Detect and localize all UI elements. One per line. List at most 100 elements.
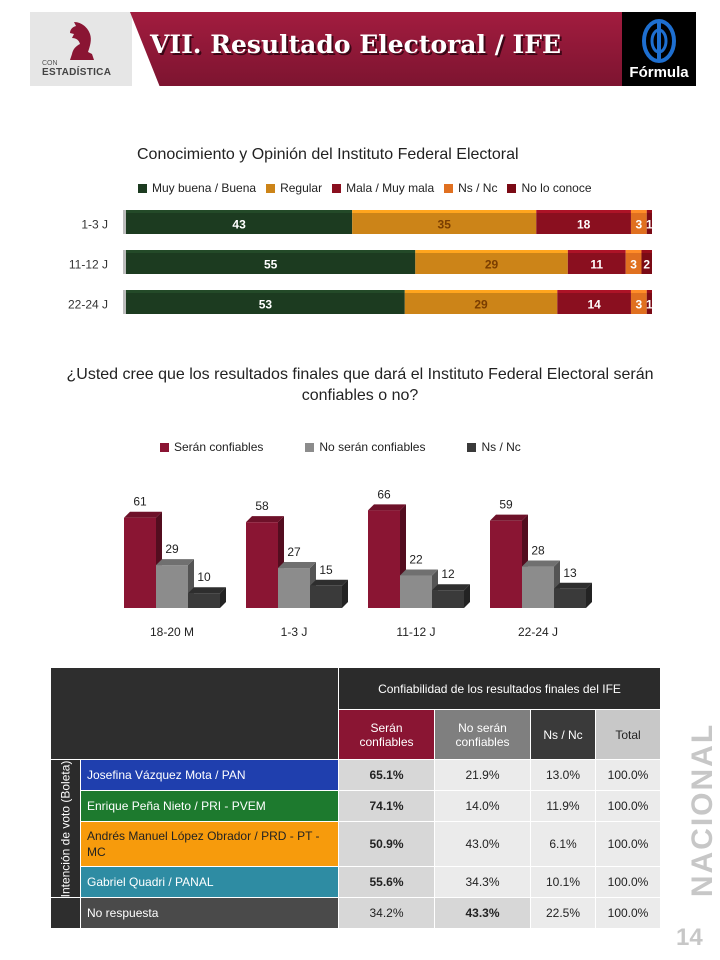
chart2-bar-top (310, 579, 348, 586)
chart1-bar (352, 213, 537, 234)
table-cell: 43.3% (434, 897, 531, 929)
chart2-bar (124, 517, 156, 608)
legend-swatch (332, 183, 342, 193)
chart2-bar-top (246, 516, 284, 523)
confidence-table: Confiabilidad de los resultados finales … (50, 667, 661, 929)
chart2-value-label: 22 (409, 552, 423, 566)
chart2-bar (490, 520, 522, 608)
table-cell: 65.1% (338, 759, 435, 791)
legend-swatch (266, 183, 276, 193)
legend-item: No serán confiables (305, 440, 425, 454)
legend-label: Ns / Nc (481, 440, 521, 454)
chart2-bar-top (554, 582, 592, 589)
chart2-bar-top (156, 559, 194, 566)
chart1-bar-top (630, 290, 647, 293)
chart2-bar (156, 565, 188, 608)
chart1-value-label: 29 (485, 258, 499, 272)
chart2-bar (554, 588, 586, 608)
col-header-confiables: Serán confiables (338, 709, 435, 760)
chart1-bar (126, 293, 405, 314)
conestadistica-logo: CON ESTADÍSTICA (30, 12, 132, 86)
page-title: VII. Resultado Electoral / IFE (150, 30, 562, 59)
row-group-label: Intención de voto (Boleta) (50, 759, 81, 898)
legend-swatch (444, 183, 454, 193)
legend-swatch (507, 183, 517, 193)
chart2-category-label: 1-3 J (281, 625, 308, 639)
chart1-bar (641, 253, 652, 274)
table-cell: 11.9% (530, 790, 596, 822)
chart2-legend: Serán confiables No serán confiables Ns / … (160, 440, 563, 454)
chart1-value-label: 18 (577, 218, 591, 232)
legend-item: Regular (266, 181, 322, 195)
legend-item: No lo conoce (507, 181, 592, 195)
chart1-bar-top (625, 250, 642, 253)
col-header-total: Total (595, 709, 661, 760)
chart1-value-label: 3 (636, 298, 643, 312)
legend-label: No lo conoce (521, 181, 592, 195)
table-cell: 14.0% (434, 790, 531, 822)
legend-item: Ns / Nc (444, 181, 497, 195)
chart2-bar-side (342, 579, 348, 608)
chart2-bar-top (368, 504, 406, 511)
chart1-bar (557, 293, 631, 314)
chart1-bar-top (646, 210, 652, 213)
legend-swatch (467, 442, 477, 452)
table-row-spacer (50, 897, 81, 929)
chart2-bar (246, 522, 278, 608)
table-row-label: Gabriel Quadri / PANAL (80, 866, 339, 898)
legend-label: Mala / Muy mala (346, 181, 435, 195)
chart1-bar-depth (123, 250, 126, 274)
table-cell: 43.0% (434, 821, 531, 867)
chart2-value-label: 27 (287, 545, 301, 559)
table-cell: 6.1% (530, 821, 596, 867)
table-cell: 55.6% (338, 866, 435, 898)
chart2-category-label: 11-12 J (396, 625, 435, 639)
chart1-bar-top (126, 210, 353, 213)
chart2-bar (368, 510, 400, 608)
logo-text-small: CON (42, 60, 58, 67)
legend-swatch (160, 442, 169, 452)
chart1-bar-top (646, 290, 652, 293)
chart2-bar-top (400, 569, 438, 576)
col-header-no-confiables: No serán confiables (434, 709, 531, 760)
chart2-value-label: 61 (133, 495, 147, 509)
chart2-value-label: 12 (441, 567, 455, 581)
chart1-value-label: 1 (646, 298, 653, 312)
chart1-value-label: 43 (232, 218, 246, 232)
table-cell: 74.1% (338, 790, 435, 822)
chart1-bar-top (404, 290, 558, 293)
chart2-title: ¿Usted cree que los resultados finales q… (66, 366, 654, 404)
legend-swatch (138, 183, 147, 193)
chart2-plot: 61 29 10 18-20 M 58 27 15 1-3 J 66 22 12 11-12 J 59 2… (124, 487, 592, 639)
legend-label: Muy buena / Buena (152, 181, 257, 195)
table-cell: 100.0% (595, 866, 661, 898)
legend-label: Regular (280, 181, 323, 195)
chart1-value-label: 2 (643, 258, 650, 272)
header-band (130, 12, 622, 86)
chart2-value-label: 58 (255, 499, 269, 513)
chart1-bar-top (641, 250, 652, 253)
formula-logo: Fórmula (622, 12, 696, 86)
chart1-bar-top (557, 290, 631, 293)
chart1-plot: 1-3 J 43 35 18 3 111-12 J 55 29 11 3 222-24 J 53 29 1… (68, 210, 653, 314)
chart1-value-label: 35 (438, 218, 452, 232)
legend-label: Ns / Nc (458, 181, 498, 195)
chart1-bar (415, 253, 568, 274)
chart2-bar (310, 585, 342, 608)
legend-swatch (305, 442, 315, 452)
chart2-bar (188, 593, 220, 608)
chart2-bar-top (522, 560, 560, 567)
side-label-text: NACIONAL (686, 722, 719, 898)
table-row-label: Enrique Peña Nieto / PRI - PVEM (80, 790, 339, 822)
chart1-category-label: 11-12 J (69, 258, 108, 272)
chart2-bar (400, 575, 432, 608)
chart1-bar (646, 213, 652, 234)
chart2-category-label: 22-24 J (518, 625, 558, 639)
table-cell: 10.1% (530, 866, 596, 898)
chart1-bar-depth (123, 210, 126, 234)
chart1-bar-top (567, 250, 626, 253)
table-cell: 100.0% (595, 759, 661, 791)
chart1-legend: Muy buena / Buena Regular Mala / Muy mala N… (138, 181, 602, 195)
table-cell: 22.5% (530, 897, 596, 929)
chart1-bar-top (630, 210, 647, 213)
